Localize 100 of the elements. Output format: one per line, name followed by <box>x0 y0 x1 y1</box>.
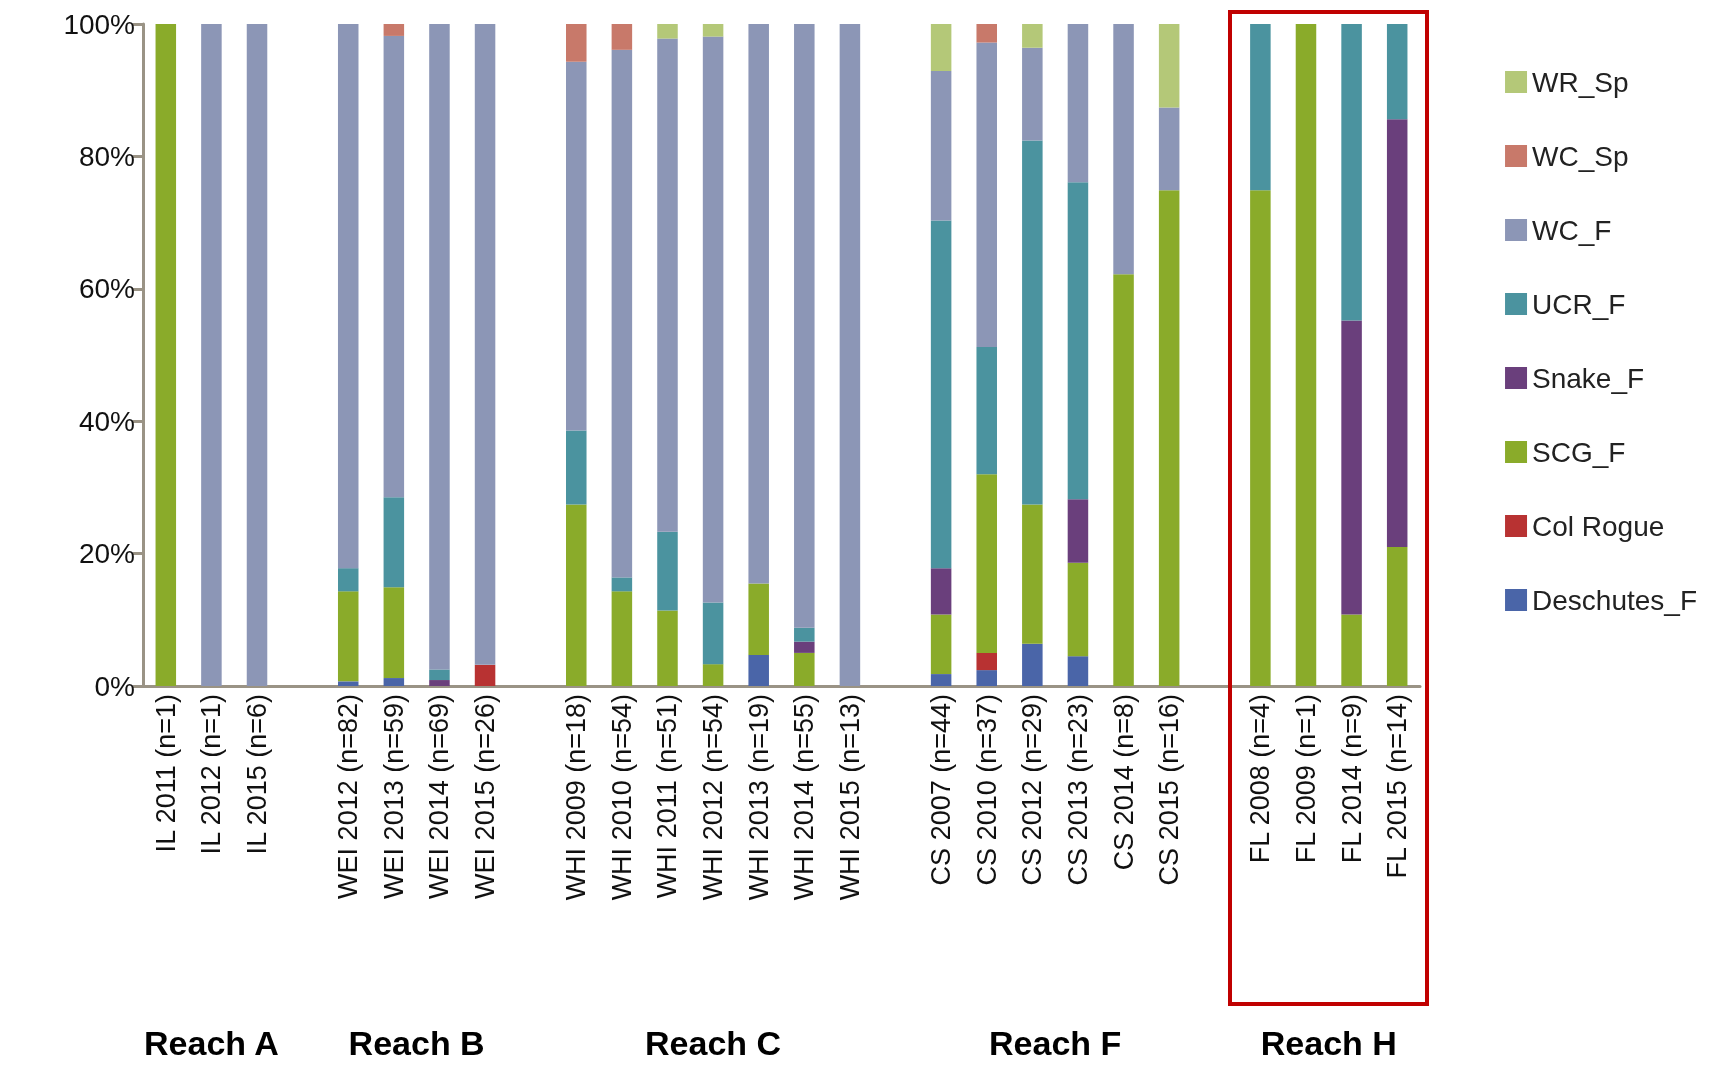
bar <box>1158 107 1180 191</box>
x-tick-label: FL 2009 (n=1) <box>1290 694 1321 864</box>
bar <box>1386 24 1408 120</box>
legend-label: WR_Sp <box>1532 66 1629 98</box>
x-tick-label: CS 2014 (n=8) <box>1108 694 1139 871</box>
x-tick-label: WHI 2013 (n=19) <box>743 694 774 901</box>
bar <box>1067 656 1089 686</box>
bar <box>657 531 678 611</box>
bar <box>429 669 450 681</box>
x-tick-label: WEI 2013 (n=59) <box>378 694 409 899</box>
bar <box>748 654 769 686</box>
bar <box>566 61 587 431</box>
bar <box>976 24 997 43</box>
bar <box>1341 24 1362 321</box>
y-tick-label: 40% <box>78 405 135 437</box>
bar <box>1113 24 1134 275</box>
bar <box>429 680 450 686</box>
bar <box>930 568 952 615</box>
x-tick-label: WHI 2012 (n=54) <box>698 694 729 901</box>
bar <box>1067 562 1089 657</box>
bar <box>794 627 815 642</box>
bar <box>337 681 359 686</box>
bar <box>337 568 359 592</box>
bar <box>1250 24 1271 191</box>
bar <box>794 641 815 653</box>
bar <box>337 24 359 569</box>
bar <box>794 24 815 628</box>
x-tick-label: WEI 2015 (n=26) <box>470 694 501 899</box>
bar <box>1113 274 1134 686</box>
legend-label: WC_Sp <box>1532 140 1629 172</box>
legend-label: SCG_F <box>1532 436 1626 468</box>
bar <box>702 24 724 37</box>
y-tick-label: 80% <box>78 140 135 172</box>
bar <box>155 24 177 686</box>
legend-label: Col Rogue <box>1532 510 1665 542</box>
bar <box>611 24 633 50</box>
bar <box>611 49 633 578</box>
bar <box>1386 119 1408 547</box>
x-tick-label: IL 2011 (n=1) <box>150 694 181 853</box>
legend-label: Snake_F <box>1532 362 1645 394</box>
bar <box>383 497 405 588</box>
x-tick-label: WHI 2015 (n=13) <box>834 694 865 901</box>
x-tick-label: CS 2010 (n=37) <box>971 694 1002 886</box>
bar <box>1341 614 1362 686</box>
bar <box>611 577 633 592</box>
text: Reach B <box>348 1024 485 1062</box>
y-tick-label: 60% <box>78 273 135 305</box>
bar <box>1067 182 1089 500</box>
x-tick-label: FL 2015 (n=14) <box>1382 694 1413 879</box>
bar <box>1022 47 1043 141</box>
bar <box>246 24 268 686</box>
y-tick-label: 0% <box>94 670 135 702</box>
bar <box>930 220 952 569</box>
bar <box>976 474 997 653</box>
bar <box>930 71 952 221</box>
bar <box>474 24 496 665</box>
x-tick-label: WEI 2012 (n=82) <box>333 694 364 899</box>
bar <box>657 38 678 532</box>
bar <box>976 347 997 475</box>
x-tick-label: FL 2008 (n=4) <box>1245 694 1276 864</box>
bar <box>748 24 769 584</box>
bar <box>337 591 359 682</box>
bar <box>702 36 724 603</box>
bar <box>748 583 769 655</box>
bar <box>1067 499 1089 563</box>
x-tick-label: WHI 2011 (n=51) <box>652 694 683 899</box>
text: Reach H <box>1260 1024 1397 1062</box>
text: Reach F <box>989 1024 1122 1062</box>
y-tick-label: 20% <box>78 538 135 570</box>
bar <box>1022 140 1043 505</box>
bar <box>657 24 678 39</box>
text: Reach C <box>645 1024 782 1062</box>
bar <box>566 430 587 505</box>
bar <box>1022 643 1043 686</box>
bar <box>1386 546 1408 686</box>
bar <box>1158 24 1180 108</box>
x-tick-label: WHI 2010 (n=54) <box>606 694 637 901</box>
x-tick-label: CS 2013 (n=23) <box>1062 694 1093 886</box>
legend-label: WC_F <box>1532 214 1612 246</box>
x-tick-label: WEI 2014 (n=69) <box>424 694 455 899</box>
bar <box>794 652 815 686</box>
x-tick-label: WHI 2009 (n=18) <box>561 694 592 901</box>
x-tick-label: IL 2015 (n=6) <box>242 694 273 855</box>
x-tick-label: FL 2014 (n=9) <box>1336 694 1367 864</box>
bar <box>383 678 405 686</box>
bar <box>566 24 587 62</box>
legend-label: Deschutes_F <box>1532 584 1697 616</box>
bar <box>930 24 952 71</box>
y-tick-label: 100% <box>63 8 135 40</box>
legend-label: UCR_F <box>1532 288 1626 320</box>
bar <box>201 24 222 686</box>
bar <box>611 591 633 686</box>
bar <box>702 664 724 686</box>
bar <box>839 24 861 686</box>
x-tick-label: CS 2015 (n=16) <box>1154 694 1185 886</box>
bar <box>566 504 587 686</box>
bar <box>930 674 952 686</box>
bar <box>976 42 997 348</box>
bar <box>1341 320 1362 615</box>
bar <box>383 24 405 36</box>
